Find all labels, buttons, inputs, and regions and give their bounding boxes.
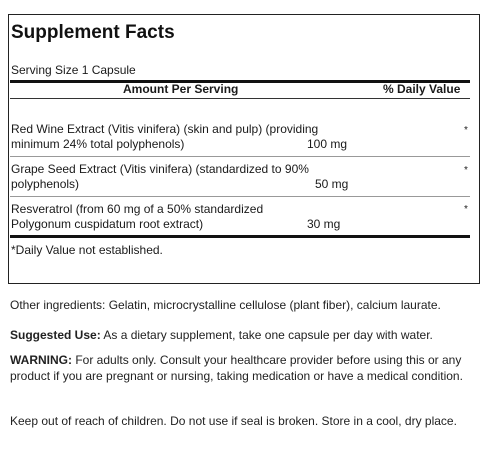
ingredient-daily-value: * [464,204,468,215]
suggested-use-text: As a dietary supplement, take one capsul… [100,328,433,342]
ingredient-name-line: polyphenols) [11,177,80,191]
warning-label: WARNING: [10,353,72,367]
serving-size: Serving Size 1 Capsule [11,63,136,77]
ingredient-amount: 30 mg [307,217,341,231]
ingredient-name-line: Polygonum cuspidatum root extract) [11,217,204,231]
row-divider [10,156,470,157]
ingredient-amount: 50 mg [315,177,349,191]
suggested-use-label: Suggested Use: [10,328,101,342]
amount-per-serving-header: Amount Per Serving [123,82,239,96]
ingredient-daily-value: * [464,125,468,136]
header-divider [10,80,470,83]
warning: WARNING: For adults only. Consult your h… [10,352,490,384]
ingredient-name-line: Red Wine Extract (Vitis vinifera) (skin … [11,122,319,136]
warning-text: For adults only. Consult your healthcare… [10,353,463,383]
ingredient-name-line: Grape Seed Extract (Vitis vinifera) (sta… [11,162,309,176]
row-divider [10,196,470,197]
ingredient-name-line: Resveratrol (from 60 mg of a 50% standar… [11,202,264,216]
storage-instructions: Keep out of reach of children. Do not us… [10,414,457,428]
other-ingredients: Other ingredients: Gelatin, microcrystal… [10,298,441,312]
ingredient-amount: 100 mg [307,137,348,151]
footer-divider [10,235,470,238]
header-underline [10,98,470,99]
daily-value-header: % Daily Value [383,82,461,96]
suggested-use: Suggested Use: As a dietary supplement, … [10,327,490,343]
supplement-facts-panel [8,14,480,284]
ingredient-daily-value: * [464,165,468,176]
panel-title: Supplement Facts [11,22,175,43]
ingredient-name-line: minimum 24% total polyphenols) [11,137,185,151]
daily-value-footnote: *Daily Value not established. [11,243,163,257]
